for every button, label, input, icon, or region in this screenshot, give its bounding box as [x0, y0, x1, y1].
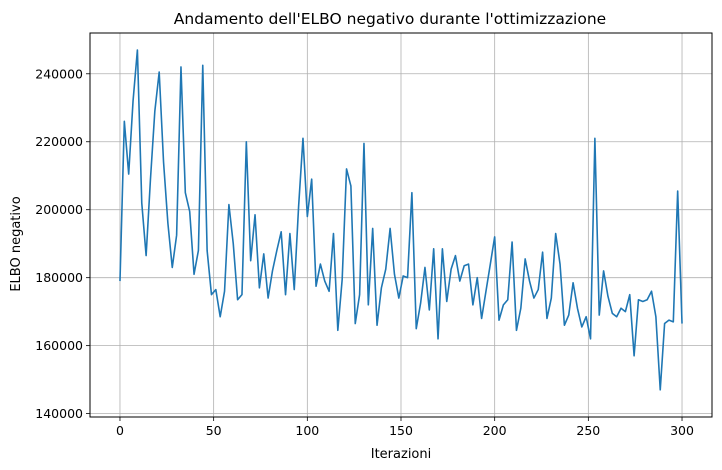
x-tick-label: 150 — [389, 423, 413, 438]
chart-title: Andamento dell'ELBO negativo durante l'o… — [174, 10, 606, 28]
y-axis-label: ELBO negativo — [9, 196, 24, 291]
y-tick-label: 140000 — [35, 406, 83, 421]
y-tick-label: 200000 — [35, 202, 83, 217]
x-tick-label: 300 — [670, 423, 694, 438]
x-tick-label: 50 — [206, 423, 222, 438]
y-tick-label: 220000 — [35, 134, 83, 149]
x-tick-label: 200 — [483, 423, 507, 438]
x-axis-label: Iterazioni — [371, 447, 431, 462]
series-line — [119, 49, 683, 391]
x-tick-label: 250 — [576, 423, 600, 438]
y-tick-label: 180000 — [35, 270, 83, 285]
y-axis: 140000 160000 180000 200000 220000 240000 — [35, 66, 90, 421]
x-tick-label: 0 — [116, 423, 124, 438]
x-axis: 0 50 100 150 200 250 300 — [116, 417, 694, 438]
grid — [90, 33, 712, 417]
y-tick-label: 240000 — [35, 66, 83, 81]
y-tick-label: 160000 — [35, 338, 83, 353]
x-tick-label: 100 — [295, 423, 319, 438]
series-layer — [119, 49, 683, 391]
